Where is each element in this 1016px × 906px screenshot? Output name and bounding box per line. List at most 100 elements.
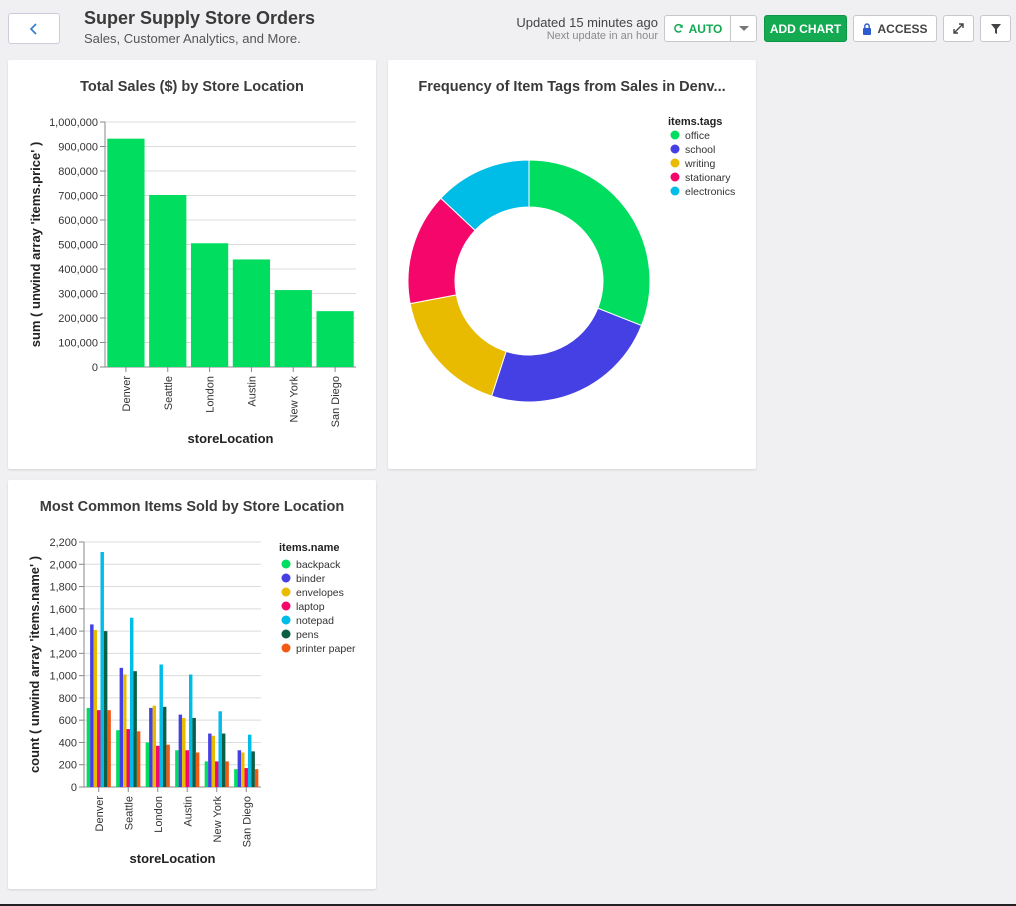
x-tick-label: Denver: [94, 796, 106, 832]
bar-seattle: [149, 195, 187, 367]
auto-options-button[interactable]: [731, 16, 756, 41]
chart-card-common-items[interactable]: Most Common Items Sold by Store Location…: [8, 480, 376, 889]
y-tick-label: 400: [59, 737, 77, 749]
bar-laptop-new-york: [215, 761, 219, 787]
x-tick-label: San Diego: [241, 796, 253, 847]
bar-backpack-austin: [175, 750, 179, 787]
bar-envelopes-san-diego: [241, 752, 245, 787]
x-axis-title: storeLocation: [130, 851, 216, 866]
x-tick-label: London: [205, 376, 217, 413]
legend-label: envelopes: [296, 587, 344, 599]
legend-label: writing: [684, 158, 716, 170]
back-button[interactable]: [8, 13, 60, 44]
bar-printer-paper-seattle: [136, 731, 141, 787]
slice-office: [528, 159, 651, 327]
x-tick-label: Austin: [246, 376, 258, 407]
legend-label: printer paper: [296, 643, 356, 655]
bar-backpack-san-diego: [234, 769, 238, 787]
legend-label: laptop: [296, 601, 325, 613]
legend-label: school: [685, 144, 715, 156]
bar-backpack-denver: [86, 707, 91, 787]
bar-binder-new-york: [208, 733, 212, 787]
chart-card-item-tags[interactable]: Frequency of Item Tags from Sales in Den…: [388, 60, 756, 469]
legend-title: items.name: [279, 542, 340, 554]
lock-icon: [863, 22, 872, 35]
legend-label: pens: [296, 629, 319, 641]
bar-backpack-seattle: [116, 730, 120, 787]
bar-binder-austin: [178, 714, 183, 787]
bar-pens-austin: [192, 717, 196, 787]
y-tick-label: 100,000: [58, 338, 98, 350]
x-tick-label: Denver: [121, 376, 133, 412]
legend-swatch: [281, 629, 291, 639]
access-label: ACCESS: [877, 21, 928, 36]
bar-binder-san-diego: [237, 750, 242, 787]
y-tick-label: 700,000: [58, 191, 98, 203]
chevron-left-icon: [29, 22, 37, 35]
y-tick-label: 0: [71, 782, 77, 794]
bar-backpack-new-york: [204, 761, 209, 787]
legend-label: binder: [296, 573, 326, 585]
fullscreen-button[interactable]: [943, 15, 974, 42]
bar-envelopes-austin: [182, 717, 186, 787]
access-button[interactable]: ACCESS: [853, 15, 937, 42]
total-sales-bar-chart: 0 100,000 200,000 300,000 400,000 500,000 600,…: [28, 117, 356, 446]
y-tick-label: 1,000,000: [49, 117, 98, 129]
bar-printer-paper-london: [166, 744, 170, 787]
bar-notepad-san-diego: [247, 734, 252, 787]
legend-label: office: [685, 130, 710, 142]
add-chart-button[interactable]: ADD CHART: [764, 15, 847, 42]
common-items-grouped-bar-chart: 0 200 400 600 800 1,000 1,200 1,400 1,600 1,800 2,…: [27, 537, 356, 866]
slice-school: [490, 307, 643, 403]
y-tick-label: 1,600: [49, 604, 77, 616]
bar-envelopes-new-york: [211, 735, 216, 787]
bar-printer-paper-austin: [195, 752, 200, 787]
x-tick-label: Seattle: [163, 376, 175, 410]
bar-backpack-london: [145, 742, 150, 787]
legend-swatch: [670, 144, 680, 154]
legend-swatch: [281, 573, 291, 583]
bar-denver: [107, 138, 145, 367]
bar-binder-london: [149, 707, 153, 787]
legend-label: backpack: [296, 559, 341, 571]
updated-text: Updated 15 minutes ago: [516, 15, 658, 30]
legend-swatch: [281, 643, 291, 653]
y-tick-label: 800: [59, 693, 77, 705]
x-tick-label: London: [153, 796, 165, 833]
y-tick-label: 300,000: [58, 289, 98, 301]
y-axis-title: sum ( unwind array 'items.price' ): [28, 142, 43, 348]
legend-swatch: [281, 601, 291, 611]
chart-card-total-sales[interactable]: Total Sales ($) by Store Location 0 100,0…: [8, 60, 376, 469]
bar-new-york: [274, 290, 312, 367]
dashboard-header: Super Supply Store Orders Sales, Custome…: [0, 0, 1016, 54]
x-tick-label: San Diego: [330, 376, 342, 427]
auto-refresh-button[interactable]: AUTO: [665, 16, 731, 41]
bar-notepad-austin: [188, 674, 193, 787]
y-tick-label: 1,000: [49, 671, 77, 683]
y-tick-label: 1,200: [49, 648, 77, 660]
slice-writing: [409, 294, 507, 397]
legend-swatch: [670, 172, 680, 182]
item-tags-donut-chart: items.tags office school writing stationary e…: [407, 116, 735, 403]
bar-laptop-austin: [185, 750, 189, 787]
filter-button[interactable]: [980, 15, 1011, 42]
legend-label: stationary: [685, 172, 731, 184]
bottom-border: [0, 904, 1016, 906]
y-tick-label: 500,000: [58, 240, 98, 252]
y-tick-label: 600,000: [58, 215, 98, 227]
x-tick-label: Seattle: [123, 796, 135, 830]
y-tick-label: 400,000: [58, 264, 98, 276]
filter-icon: [990, 23, 1001, 34]
legend-swatch: [670, 130, 680, 140]
x-tick-label: New York: [288, 376, 300, 423]
bar-london: [190, 243, 229, 367]
y-tick-label: 0: [92, 362, 98, 374]
y-tick-label: 1,400: [49, 626, 77, 638]
y-axis-title: count ( unwind array 'items.name' ): [27, 556, 42, 773]
bar-laptop-london: [156, 745, 160, 787]
bar-pens-san-diego: [251, 751, 255, 787]
x-tick-label: New York: [212, 796, 224, 843]
bar-envelopes-seattle: [123, 674, 127, 787]
bar-binder-denver: [90, 624, 94, 787]
y-tick-label: 2,000: [49, 559, 77, 571]
